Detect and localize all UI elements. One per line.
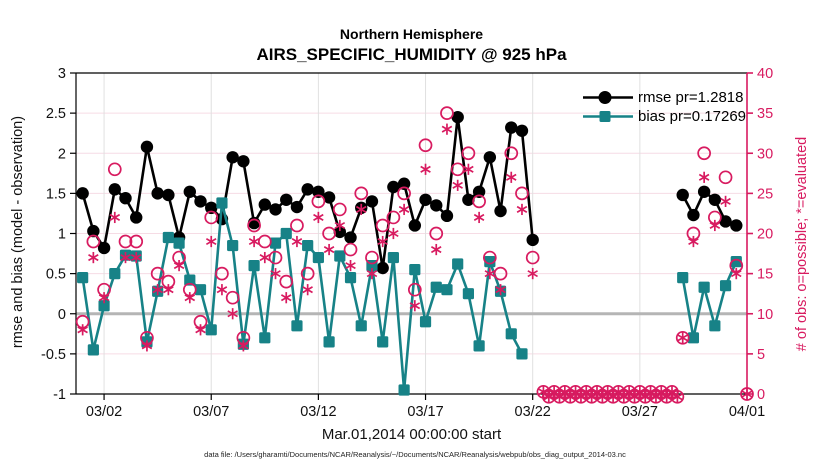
svg-text:20: 20 bbox=[757, 227, 773, 243]
svg-text:30: 30 bbox=[757, 146, 773, 162]
left-tick-labels: 3 2.5 2 1.5 1 0.5 0 -0.5 -1 bbox=[41, 66, 66, 403]
x-axis-label: Mar.01,2014 00:00:00 start bbox=[321, 426, 502, 443]
legend-rmse-label: rmse pr=1.2818 bbox=[638, 89, 744, 106]
svg-text:15: 15 bbox=[757, 267, 773, 283]
chart-title: Northern Hemisphere AIRS_SPECIFIC_HUMIDI… bbox=[76, 25, 747, 65]
series-evaluated-markers bbox=[77, 123, 753, 403]
series-possible-markers bbox=[75, 106, 754, 404]
svg-text:25: 25 bbox=[757, 186, 773, 202]
legend-item-rmse: rmse pr=1.2818 bbox=[582, 88, 746, 107]
legend-rmse-marker-icon bbox=[582, 89, 634, 106]
svg-text:5: 5 bbox=[757, 347, 765, 363]
svg-text:3: 3 bbox=[58, 66, 66, 82]
svg-text:03/02: 03/02 bbox=[86, 404, 122, 420]
svg-text:03/17: 03/17 bbox=[407, 404, 443, 420]
svg-text:1: 1 bbox=[58, 227, 66, 243]
series-rmse-line bbox=[76, 110, 743, 275]
right-axis-label: # of obs: o=possible; *=evaluated bbox=[794, 136, 810, 352]
axis-ticks bbox=[70, 72, 753, 400]
svg-text:35: 35 bbox=[757, 106, 773, 122]
svg-text:0: 0 bbox=[757, 387, 765, 403]
datafile-caption: data file: /Users/gharamti/Documents/NCA… bbox=[204, 450, 626, 459]
svg-text:0.5: 0.5 bbox=[46, 267, 66, 283]
svg-text:04/01: 04/01 bbox=[729, 404, 765, 420]
legend-bias-marker-icon bbox=[582, 108, 634, 125]
x-tick-labels: 03/02 03/07 03/12 03/17 03/22 03/27 04/01 bbox=[86, 404, 765, 420]
svg-text:40: 40 bbox=[757, 66, 773, 82]
svg-text:03/07: 03/07 bbox=[193, 404, 229, 420]
chart-title-line1: Northern Hemisphere bbox=[339, 26, 484, 42]
chart-title-line2: AIRS_SPECIFIC_HUMIDITY @ 925 hPa bbox=[256, 45, 567, 64]
svg-text:10: 10 bbox=[757, 307, 773, 323]
svg-text:03/12: 03/12 bbox=[300, 404, 336, 420]
svg-text:-1: -1 bbox=[53, 387, 66, 403]
svg-text:0: 0 bbox=[58, 307, 66, 323]
legend: rmse pr=1.2818 bias pr=0.17269 bbox=[582, 88, 746, 126]
svg-text:03/22: 03/22 bbox=[515, 404, 551, 420]
right-tick-labels: 40 35 30 25 20 15 10 5 0 bbox=[757, 66, 773, 403]
legend-item-bias: bias pr=0.17269 bbox=[582, 107, 746, 126]
legend-bias-label: bias pr=0.17269 bbox=[638, 108, 747, 125]
svg-text:1.5: 1.5 bbox=[46, 186, 66, 202]
svg-text:2.5: 2.5 bbox=[46, 106, 66, 122]
svg-text:03/27: 03/27 bbox=[622, 404, 658, 420]
svg-text:2: 2 bbox=[58, 146, 66, 162]
left-axis-label: rmse and bias (model - observation) bbox=[10, 115, 26, 349]
svg-text:-0.5: -0.5 bbox=[41, 347, 66, 363]
